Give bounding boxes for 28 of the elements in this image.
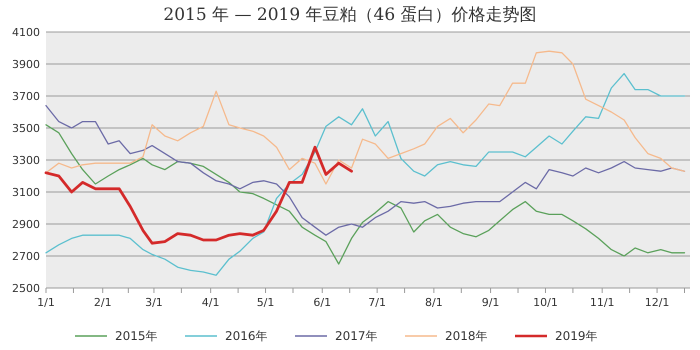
x-tick-label: 9/1 [482,296,500,309]
x-tick-label: 5/1 [256,296,274,309]
x-tick-label: 10/1 [533,296,558,309]
y-tick-label: 3700 [12,90,40,103]
y-tick-label: 3100 [12,186,40,199]
chart-title: 2015 年 — 2019 年豆粕（46 蛋白）价格走势图 [163,5,537,25]
x-tick-label: 8/1 [425,296,443,309]
y-tick-label: 3300 [12,154,40,167]
y-tick-label: 3500 [12,122,40,135]
x-tick-label: 4/1 [202,296,220,309]
line-series [44,146,353,245]
legend-label: 2016年 [225,329,268,343]
y-tick-label: 2900 [12,218,40,231]
legend-label: 2017年 [335,329,378,343]
y-tick-label: 4100 [12,26,40,39]
x-tick-label: 11/1 [590,296,615,309]
y-tick-label: 2500 [12,282,40,295]
y-tick-label: 2700 [12,250,40,263]
x-tick-label: 2/1 [94,296,112,309]
legend-label: 2018年 [445,329,488,343]
x-tick-label: 6/1 [313,296,332,309]
x-tick-label: 1/1 [37,296,55,309]
x-tick-label: 12/1 [644,296,670,309]
legend-label: 2015年 [115,329,158,343]
x-tick-label: 7/1 [368,296,386,309]
x-tick-label: 3/1 [145,296,163,309]
y-tick-label: 3900 [12,58,40,71]
legend-label: 2019年 [555,329,598,343]
